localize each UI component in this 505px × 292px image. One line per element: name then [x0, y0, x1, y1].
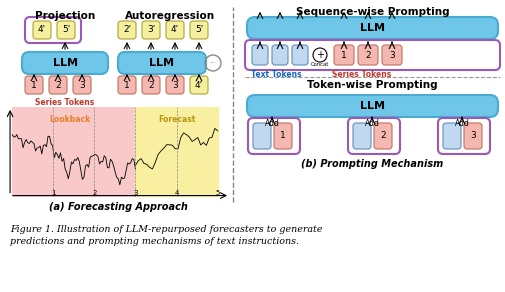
- FancyBboxPatch shape: [334, 45, 354, 65]
- FancyBboxPatch shape: [57, 21, 75, 39]
- Text: 2: 2: [148, 81, 154, 90]
- Text: LLM: LLM: [360, 101, 385, 111]
- Text: Projection: Projection: [35, 11, 95, 21]
- FancyBboxPatch shape: [190, 76, 208, 94]
- Text: 4': 4': [195, 81, 203, 90]
- FancyBboxPatch shape: [443, 123, 461, 149]
- Text: Autoregression: Autoregression: [125, 11, 215, 21]
- FancyBboxPatch shape: [247, 95, 498, 117]
- FancyBboxPatch shape: [382, 45, 402, 65]
- Text: 1: 1: [341, 51, 347, 60]
- Text: Add: Add: [265, 119, 279, 128]
- Text: 3': 3': [147, 25, 155, 34]
- Text: LLM: LLM: [53, 58, 77, 68]
- Text: Sequence-wise Prompting: Sequence-wise Prompting: [296, 7, 449, 17]
- Text: +: +: [316, 50, 324, 60]
- FancyBboxPatch shape: [247, 17, 498, 39]
- FancyBboxPatch shape: [25, 17, 81, 43]
- Text: 3: 3: [79, 81, 85, 90]
- Text: ···: ···: [210, 60, 216, 66]
- FancyBboxPatch shape: [274, 123, 292, 149]
- Text: 1: 1: [124, 81, 130, 90]
- Text: 5': 5': [62, 25, 70, 34]
- Text: 2: 2: [92, 190, 96, 197]
- Text: Text Tokens: Text Tokens: [250, 70, 301, 79]
- Text: 3: 3: [172, 81, 178, 90]
- FancyBboxPatch shape: [374, 123, 392, 149]
- Text: predictions and prompting mechanisms of text instructions.: predictions and prompting mechanisms of …: [10, 237, 299, 246]
- Text: 4: 4: [174, 190, 179, 197]
- Text: 3: 3: [133, 190, 138, 197]
- FancyBboxPatch shape: [118, 21, 136, 39]
- Text: 2: 2: [55, 81, 61, 90]
- Text: Add: Add: [454, 119, 470, 128]
- Text: 2: 2: [365, 51, 371, 60]
- FancyBboxPatch shape: [49, 76, 67, 94]
- FancyBboxPatch shape: [358, 45, 378, 65]
- FancyBboxPatch shape: [272, 45, 288, 65]
- FancyBboxPatch shape: [118, 52, 206, 74]
- FancyBboxPatch shape: [190, 21, 208, 39]
- FancyBboxPatch shape: [73, 76, 91, 94]
- Text: 3: 3: [470, 131, 476, 140]
- Text: Concat: Concat: [311, 62, 329, 67]
- FancyBboxPatch shape: [348, 118, 400, 154]
- Text: 3: 3: [389, 51, 395, 60]
- FancyBboxPatch shape: [25, 76, 43, 94]
- FancyBboxPatch shape: [438, 118, 490, 154]
- Text: Forecast: Forecast: [158, 114, 195, 124]
- Bar: [135, 107, 218, 197]
- Text: Series Tokens: Series Tokens: [35, 98, 94, 107]
- FancyBboxPatch shape: [118, 76, 136, 94]
- FancyBboxPatch shape: [166, 21, 184, 39]
- Text: 2: 2: [380, 131, 386, 140]
- Text: 4': 4': [38, 25, 46, 34]
- FancyBboxPatch shape: [292, 45, 308, 65]
- Text: 5: 5: [216, 190, 220, 197]
- Bar: [12, 107, 135, 197]
- Text: 1: 1: [280, 131, 286, 140]
- Text: 1: 1: [51, 190, 56, 197]
- FancyBboxPatch shape: [253, 123, 271, 149]
- FancyBboxPatch shape: [245, 40, 500, 70]
- Text: LLM: LLM: [360, 23, 385, 33]
- Text: (b) Prompting Mechanism: (b) Prompting Mechanism: [301, 159, 443, 169]
- FancyBboxPatch shape: [142, 76, 160, 94]
- Text: Series Tokens: Series Tokens: [332, 70, 391, 79]
- Text: Lookback: Lookback: [49, 114, 90, 124]
- FancyBboxPatch shape: [22, 52, 108, 74]
- Text: Token-wise Prompting: Token-wise Prompting: [307, 80, 438, 90]
- FancyBboxPatch shape: [464, 123, 482, 149]
- Text: LLM: LLM: [149, 58, 175, 68]
- Text: (a) Forecasting Approach: (a) Forecasting Approach: [48, 202, 187, 212]
- FancyBboxPatch shape: [33, 21, 51, 39]
- Text: 4': 4': [171, 25, 179, 34]
- Text: Figure 1. Illustration of LLM-repurposed forecasters to generate: Figure 1. Illustration of LLM-repurposed…: [10, 225, 323, 234]
- FancyBboxPatch shape: [142, 21, 160, 39]
- Text: 5': 5': [195, 25, 203, 34]
- Text: 1: 1: [31, 81, 37, 90]
- Text: 2': 2': [123, 25, 131, 34]
- FancyBboxPatch shape: [353, 123, 371, 149]
- FancyBboxPatch shape: [252, 45, 268, 65]
- FancyBboxPatch shape: [166, 76, 184, 94]
- FancyBboxPatch shape: [248, 118, 300, 154]
- Text: Add: Add: [365, 119, 379, 128]
